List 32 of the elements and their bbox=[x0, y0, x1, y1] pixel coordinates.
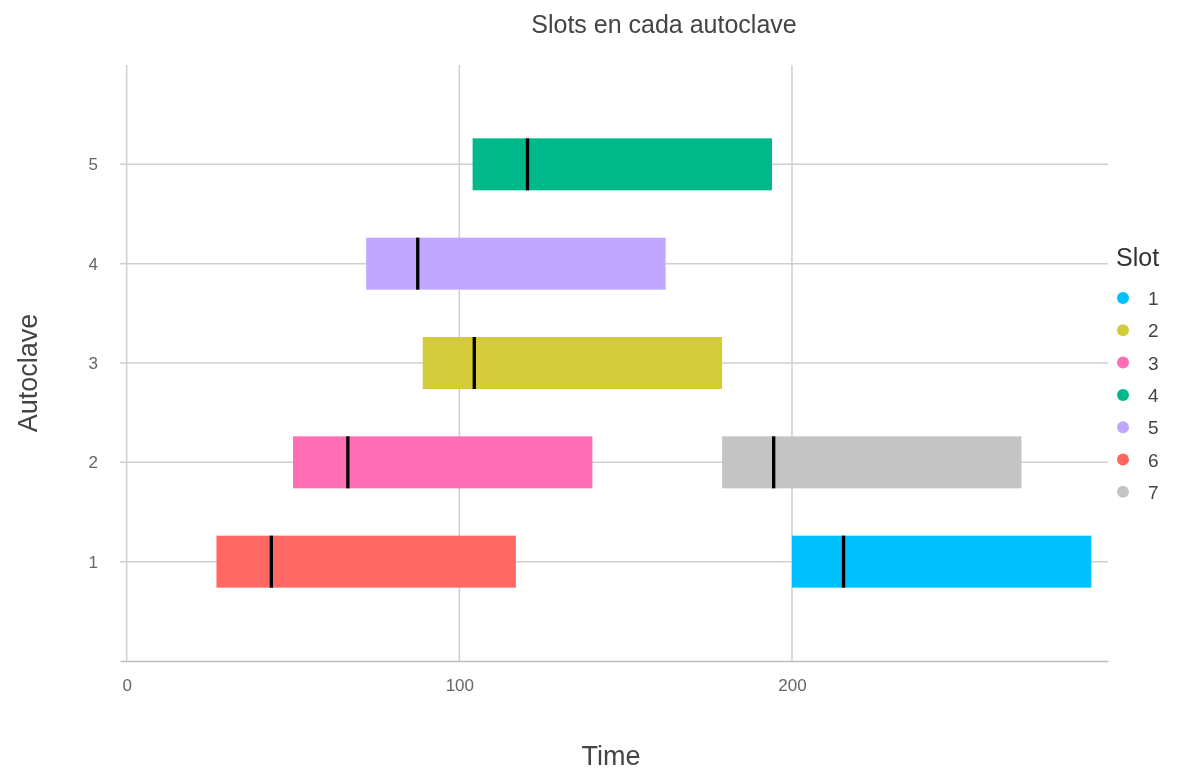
x-tick-label: 0 bbox=[122, 676, 132, 696]
y-tick-label: 2 bbox=[88, 453, 98, 473]
bar bbox=[422, 337, 723, 389]
bar bbox=[841, 535, 846, 588]
legend-label: 1 bbox=[1148, 288, 1159, 309]
legend-label: 4 bbox=[1148, 384, 1159, 406]
y-tick-label: 5 bbox=[88, 155, 98, 175]
x-axis-title: Time bbox=[581, 741, 641, 771]
bar bbox=[346, 436, 350, 489]
x-tick-label: 100 bbox=[445, 676, 474, 696]
legend-label: 5 bbox=[1148, 417, 1159, 439]
y-axis-title: Autoclave bbox=[13, 313, 43, 433]
legend-label: 6 bbox=[1148, 449, 1159, 471]
y-tick-label: 3 bbox=[88, 353, 98, 373]
legend-label: 3 bbox=[1148, 352, 1159, 374]
bar bbox=[416, 237, 420, 290]
bar bbox=[216, 535, 516, 588]
bar bbox=[269, 535, 274, 588]
bar bbox=[791, 535, 1092, 588]
legend-title: Slot bbox=[1116, 243, 1160, 271]
bar bbox=[472, 337, 476, 389]
y-tick-label: 1 bbox=[88, 552, 98, 572]
bar bbox=[472, 138, 773, 191]
legend-label: 2 bbox=[1148, 320, 1159, 342]
bar bbox=[366, 237, 666, 290]
bar bbox=[292, 436, 593, 489]
legend-label: 7 bbox=[1148, 481, 1159, 503]
y-tick-label: 4 bbox=[88, 254, 98, 274]
chart-title: Slots en cada autoclave bbox=[531, 10, 797, 38]
x-tick-label: 200 bbox=[778, 676, 807, 696]
bar bbox=[772, 436, 776, 489]
bar bbox=[525, 138, 530, 191]
